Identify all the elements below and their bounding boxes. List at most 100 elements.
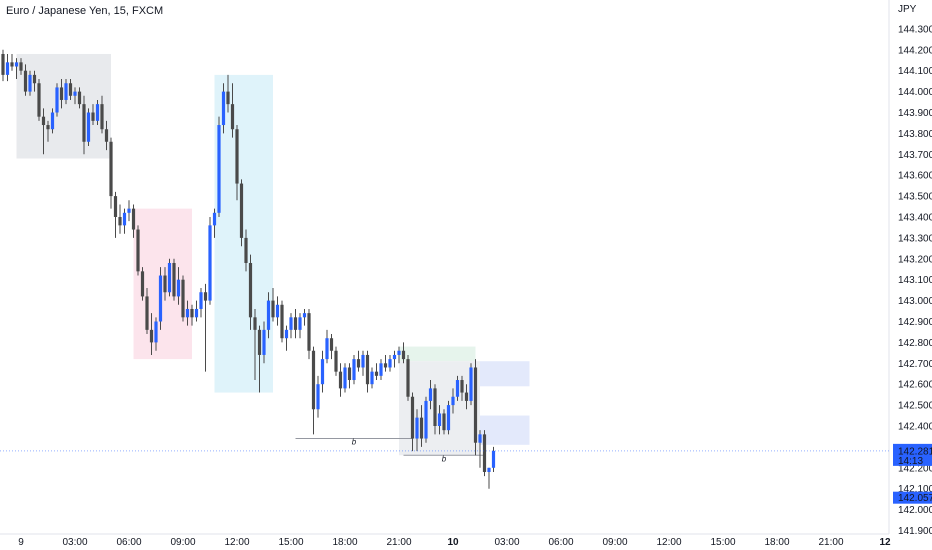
price-tick-label: 143.400 [898,213,932,224]
time-tick-label: 03:00 [494,537,519,548]
candle [262,329,266,355]
current-price-marker[interactable] [893,443,932,466]
candle [442,413,446,431]
price-tick-label: 143.600 [898,171,932,182]
price-tick-label: 143.200 [898,254,932,265]
time-tick-label: 18:00 [332,537,357,548]
candle [10,62,14,67]
candle [14,62,19,67]
price-tick-label: 142.400 [898,422,932,433]
price-tick-label: 143.700 [898,150,932,161]
candle [113,196,118,217]
candle [154,321,158,343]
candle [91,112,95,121]
candle [361,354,365,368]
candle [167,262,172,293]
candle [271,300,275,318]
price-axis-unit: JPY [898,4,917,15]
candle [82,104,86,142]
candle [140,271,145,297]
price-axis: JPY 144.300 144.200 144.100 144.000 143.900 14… [0,0,932,537]
candle [55,87,59,113]
candle [293,317,298,330]
zone-box [16,53,111,159]
candle [176,279,181,297]
low-price-marker [893,491,932,504]
candle [46,125,50,130]
candle [199,292,203,309]
candle [460,380,464,393]
time-tick-label: 12:00 [224,537,249,548]
candle [325,338,329,360]
time-tick-label: 12 [879,537,891,548]
candle [77,91,82,105]
price-tick-label: 143.000 [898,296,932,307]
candle [221,91,226,126]
candle [95,104,100,121]
candle [32,74,37,84]
candle [428,388,433,401]
candle [239,183,244,238]
candle [392,354,397,360]
candle [68,83,73,96]
candle [50,112,55,130]
candle [280,304,284,339]
candle [136,229,140,272]
candle [217,125,221,213]
candle [320,359,325,385]
candle [410,396,415,439]
time-tick-label: 09:00 [602,537,627,548]
candle [446,405,451,431]
time-tick-label: 15:00 [710,537,735,548]
candle [388,359,392,368]
time-tick-label: 21:00 [818,537,843,548]
price-tick-label: 142.100 [898,484,932,495]
candle [329,338,334,351]
candle [298,317,302,330]
candle [59,87,64,100]
candle [482,434,487,472]
candle [289,317,293,330]
time-tick-label: 12:00 [656,537,681,548]
time-tick-label: 10 [447,537,459,548]
candle [194,308,199,318]
candle [109,141,113,197]
candle [469,367,473,401]
candle [253,317,257,330]
zone-box [480,361,530,387]
drawing-lines: bb [295,438,485,463]
candle [185,308,190,318]
candle [118,217,122,226]
time-tick-label: 06:00 [548,537,573,548]
candle [415,417,419,439]
price-tick-label: 143.300 [898,233,932,244]
price-tick-label: 142.200 [898,463,932,474]
candle [230,104,235,130]
candle [401,350,406,360]
candle [397,350,401,355]
candle [419,417,424,439]
price-tick-label: 144.000 [898,87,932,98]
time-tick-label: 9 [18,537,24,548]
price-tick-label: 142.900 [898,317,932,328]
candle [244,237,248,263]
candle [437,413,442,426]
candle [266,300,271,330]
time-tick-label: 21:00 [386,537,411,548]
time-tick-label: 15:00 [278,537,303,548]
candle [163,275,167,293]
candle [208,225,212,301]
candle [275,304,280,318]
candle [370,371,374,385]
candle [451,396,455,406]
candle [383,363,388,368]
candle [23,70,28,92]
candle [212,212,217,226]
price-tick-label: 143.800 [898,129,932,140]
candle [334,350,338,372]
candle [365,354,370,385]
candle [347,367,352,381]
price-tick-label: 144.300 [898,24,932,35]
candle [190,308,194,318]
